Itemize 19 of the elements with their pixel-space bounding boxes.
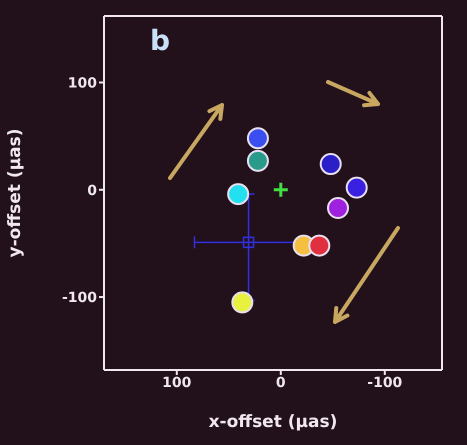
x-tick-label: -100 <box>367 374 403 391</box>
x-tick-label: 0 <box>276 374 286 391</box>
x-tick-label: 100 <box>162 374 192 391</box>
x-axis-title: x-offset (μas) <box>208 412 338 432</box>
point <box>346 176 368 199</box>
point <box>242 236 254 248</box>
point <box>320 153 342 176</box>
y-tick-label: 100 <box>68 75 98 92</box>
point <box>231 291 254 314</box>
y-tick-label: 0 <box>87 182 98 199</box>
point <box>327 197 349 220</box>
annotation: b <box>150 24 170 57</box>
point <box>227 183 250 206</box>
point <box>308 234 330 257</box>
point <box>246 150 269 172</box>
point <box>272 181 290 198</box>
point <box>246 127 269 150</box>
y-axis-title: y-offset (μas) <box>5 128 26 258</box>
y-tick-label: -100 <box>62 290 98 306</box>
